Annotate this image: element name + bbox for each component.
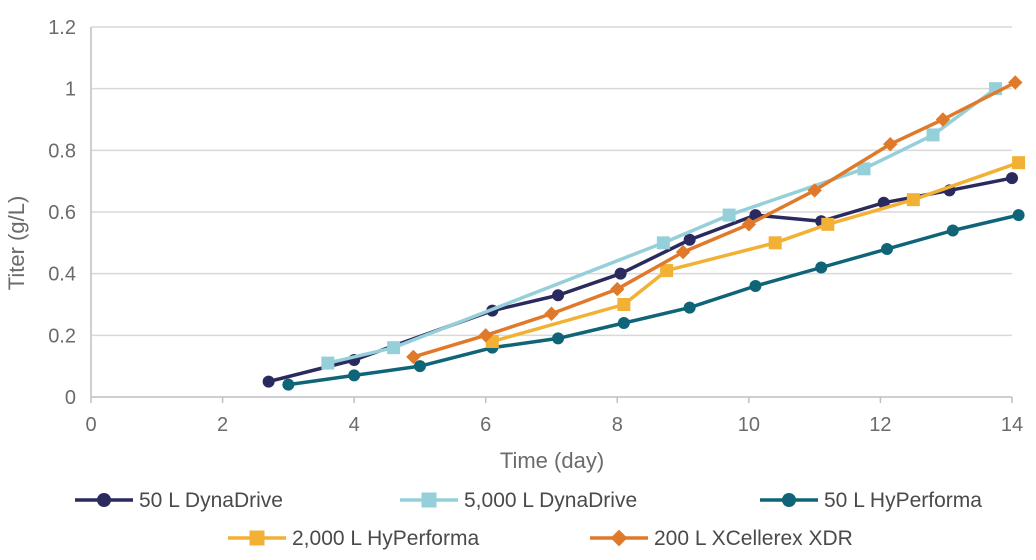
y-tick-label: 0.4 [48, 264, 76, 286]
legend-label: 50 L HyPerforma [824, 489, 982, 512]
legend-marker [249, 530, 265, 546]
legend-label: 2,000 L HyPerforma [292, 527, 479, 550]
data-point [656, 236, 670, 250]
x-axis-title: Time (day) [500, 448, 604, 473]
legend: 50 L DynaDrive 5,000 L DynaDrive 50 L HyPe… [75, 489, 982, 550]
data-point [722, 208, 736, 222]
data-point [1012, 209, 1025, 222]
legend-item: 2,000 L HyPerforma [228, 527, 479, 550]
axes: 0 0.2 0.4 0.6 0.8 1 1.2 0 2 4 6 8 10 12 14 [48, 17, 1023, 436]
x-tick-label: 6 [480, 414, 491, 436]
data-point [614, 267, 627, 280]
data-point [821, 217, 835, 231]
data-point [321, 356, 335, 370]
data-point [413, 360, 426, 373]
x-tick-label: 0 [85, 414, 96, 436]
y-tick-label: 0.6 [48, 202, 76, 224]
data-point [617, 317, 630, 329]
x-tick-label: 12 [869, 414, 891, 436]
data-point [660, 264, 674, 278]
data-point [1012, 156, 1026, 170]
data-point [926, 128, 940, 142]
data-point [552, 332, 565, 345]
y-tick-label: 1.2 [48, 17, 76, 39]
series-2 [321, 82, 1003, 370]
data-point [617, 298, 631, 311]
x-tick-label: 10 [738, 414, 760, 436]
legend-marker [421, 492, 437, 508]
x-tick-label: 2 [217, 414, 228, 436]
x-tick-label: 8 [612, 414, 623, 436]
series-line [326, 86, 998, 365]
legend-marker [97, 493, 111, 507]
data-point [348, 369, 361, 382]
data-point [741, 217, 757, 232]
data-point [807, 183, 822, 198]
data-point [815, 261, 828, 274]
y-axis-title: Titer (g/L) [4, 196, 29, 291]
series-1 [262, 172, 1018, 388]
data-point [683, 301, 696, 314]
data-point [544, 306, 559, 321]
data-point [675, 244, 691, 260]
data-point [406, 349, 421, 365]
data-point [262, 375, 275, 388]
data-point [683, 233, 696, 246]
y-tick-label: 0 [65, 387, 76, 409]
series-line [286, 213, 1021, 387]
data-point [881, 243, 894, 255]
grid-lines [91, 26, 1012, 337]
legend-marker [610, 529, 628, 547]
y-tick-label: 0.2 [48, 325, 76, 347]
x-tick-label: 4 [349, 414, 360, 436]
data-point [387, 341, 401, 355]
data-point [883, 136, 898, 152]
series-3 [282, 209, 1025, 391]
data-point [935, 112, 951, 127]
data-point [610, 281, 625, 297]
legend-label: 50 L DynaDrive [139, 489, 283, 512]
data-point [768, 236, 782, 250]
data-point [478, 328, 493, 343]
data-point [906, 193, 920, 207]
data-point [1008, 75, 1023, 90]
data-point [282, 378, 295, 391]
legend-item: 50 L DynaDrive [75, 489, 283, 512]
series-layer [262, 75, 1026, 391]
data-point [946, 224, 959, 237]
y-tick-label: 0.8 [48, 140, 76, 162]
series-line [411, 80, 1018, 359]
legend-marker [782, 493, 796, 507]
data-point [1006, 172, 1018, 185]
x-tick-label: 14 [1001, 414, 1023, 436]
legend-item: 50 L HyPerforma [760, 489, 982, 512]
y-tick-label: 1 [65, 79, 76, 101]
legend-item: 200 L XCellerex XDR [590, 527, 853, 550]
data-point [749, 280, 762, 292]
data-point [552, 289, 565, 302]
legend-label: 5,000 L DynaDrive [464, 489, 637, 512]
series-5 [406, 75, 1023, 365]
series-line [490, 160, 1021, 344]
legend-label: 200 L XCellerex XDR [654, 527, 853, 550]
series-4 [485, 156, 1026, 348]
data-point [857, 162, 871, 176]
legend-item: 5,000 L DynaDrive [400, 489, 637, 512]
